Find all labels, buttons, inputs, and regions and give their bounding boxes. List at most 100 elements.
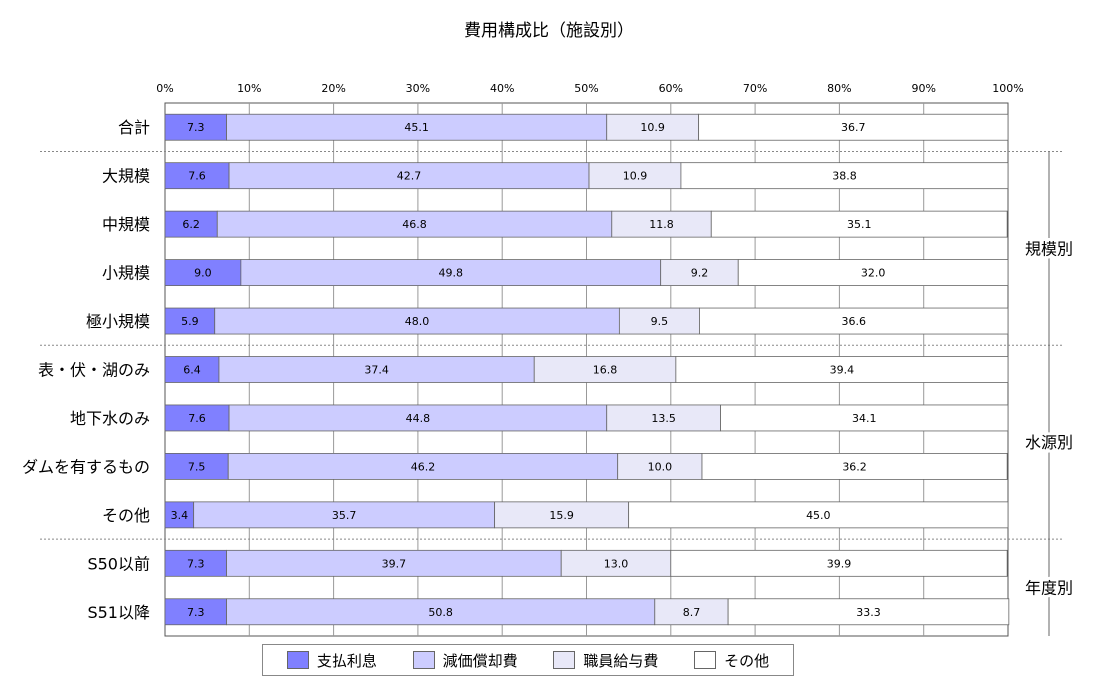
bar-value-label: 32.0 [861,267,886,280]
bar-value-label: 36.6 [841,315,866,328]
x-axis-ticks: 0% 10% 20% 30% 40% 50% 60% 70% 80% 90% 100% [156,82,1023,95]
legend-label-interest: 支払利息 [316,651,377,670]
bar-value-label: 9.0 [194,267,212,280]
group-label: 水源別 [1025,433,1073,452]
bar-value-label: 10.0 [648,460,673,473]
x-tick-label: 20% [321,82,345,95]
bar-segment [228,404,608,432]
bar-value-label: 7.6 [188,170,206,183]
bar-segment [611,210,712,238]
category-label: 中規模 [102,215,150,234]
bar-segment [727,598,1010,626]
legend-swatch-depreciation [412,651,435,669]
bar-segment [216,210,613,238]
bar-value-label: 7.3 [187,606,205,619]
bar-value-label: 8.7 [683,606,701,619]
bar-value-label: 7.3 [187,557,205,570]
bar-value-label: 10.9 [623,170,648,183]
bar-value-label: 34.1 [852,412,877,425]
bar-segment [618,307,700,335]
category-label: 表・伏・湖のみ [38,361,150,380]
legend: 支払利息 減価償却費 職員給与費 その他 [262,644,794,676]
legend-label-depreciation: 減価償却費 [442,651,518,670]
legend-item-salary: 職員給与費 [553,650,658,671]
x-tick-label: 40% [490,82,514,95]
bar-value-label: 15.9 [549,509,574,522]
bar-value-label: 35.1 [847,218,872,231]
legend-label-salary: 職員給与費 [583,651,659,670]
category-label: 小規模 [102,264,150,283]
legend-swatch-interest [286,651,309,669]
legend-item-other: その他 [694,650,769,671]
bar-value-label: 11.8 [649,218,674,231]
bars: 7.3 45.1 10.9 36.7 7.6 42.7 10.9 38.8 6.2 46.8 11.… [164,113,1010,626]
bar-value-label: 3.4 [171,509,189,522]
category-label: 大規模 [102,167,150,186]
x-tick-label: 80% [827,82,851,95]
bar-segment [193,501,496,529]
bar-segment [720,404,1009,432]
bar-value-label: 9.5 [651,315,669,328]
bar-segment [227,453,619,480]
bar-value-label: 36.7 [841,121,866,134]
bar-segment [670,549,1008,577]
stacked-bar-chart: 費用構成比（施設別） 0% 10% 20% 30% 40% 50% 60% 70% 80% 90%… [21,21,1076,637]
bar-value-label: 46.8 [402,218,427,231]
bar-value-label: 45.1 [404,121,429,134]
bar-value-label: 5.9 [181,315,199,328]
bar-value-label: 6.2 [182,218,200,231]
chart-title: 費用構成比（施設別） [464,21,634,41]
bar-value-label: 16.8 [593,364,618,377]
bar-segment [588,162,682,190]
bar-value-label: 10.9 [640,121,665,134]
bar-segment [218,356,535,383]
bar-segment [654,598,729,626]
bar-segment [606,113,700,141]
bar-value-label: 9.2 [691,267,709,280]
bar-value-label: 45.0 [806,509,831,522]
x-tick-label: 0% [156,82,173,95]
bar-segment [533,356,677,383]
bar-segment [164,210,218,238]
bar-segment [698,113,1009,141]
bar-segment [164,307,216,335]
bar-segment [226,549,562,577]
bar-segment [494,501,630,529]
bar-value-label: 7.3 [187,121,205,134]
bar-segment [164,259,242,286]
x-tick-label: 70% [743,82,767,95]
bar-value-label: 49.8 [439,267,464,280]
category-label: その他 [102,506,150,525]
bar-value-label: 39.7 [382,557,407,570]
bar-value-label: 37.4 [364,364,389,377]
bar-value-label: 6.4 [183,364,201,377]
bar-value-label: 33.3 [856,606,881,619]
legend-swatch-other [694,651,717,669]
category-label: 地下水のみ [70,409,150,428]
x-tick-label: 10% [237,82,261,95]
group-label: 規模別 [1025,239,1073,258]
legend-item-interest: 支払利息 [286,650,377,671]
bar-segment [617,453,703,480]
x-tick-label: 30% [406,82,430,95]
group-label: 年度別 [1025,579,1073,598]
bar-value-label: 39.9 [827,557,852,570]
bar-segment [710,210,1008,238]
legend-label-other: その他 [724,651,770,670]
bar-value-label: 42.7 [397,170,422,183]
bar-segment [675,356,1009,383]
category-label: ダムを有するもの [22,457,150,476]
bar-segment [660,259,739,286]
category-label: 合計 [118,118,150,137]
x-tick-label: 60% [659,82,683,95]
bar-value-label: 48.0 [405,315,430,328]
bar-segment [214,307,620,335]
bar-value-label: 36.2 [842,460,867,473]
bar-segment [560,549,672,577]
x-tick-label: 100% [992,82,1023,95]
bar-segment [228,162,590,190]
bar-segment [628,501,1009,529]
bar-segment [701,453,1008,480]
bar-value-label: 7.5 [188,460,206,473]
